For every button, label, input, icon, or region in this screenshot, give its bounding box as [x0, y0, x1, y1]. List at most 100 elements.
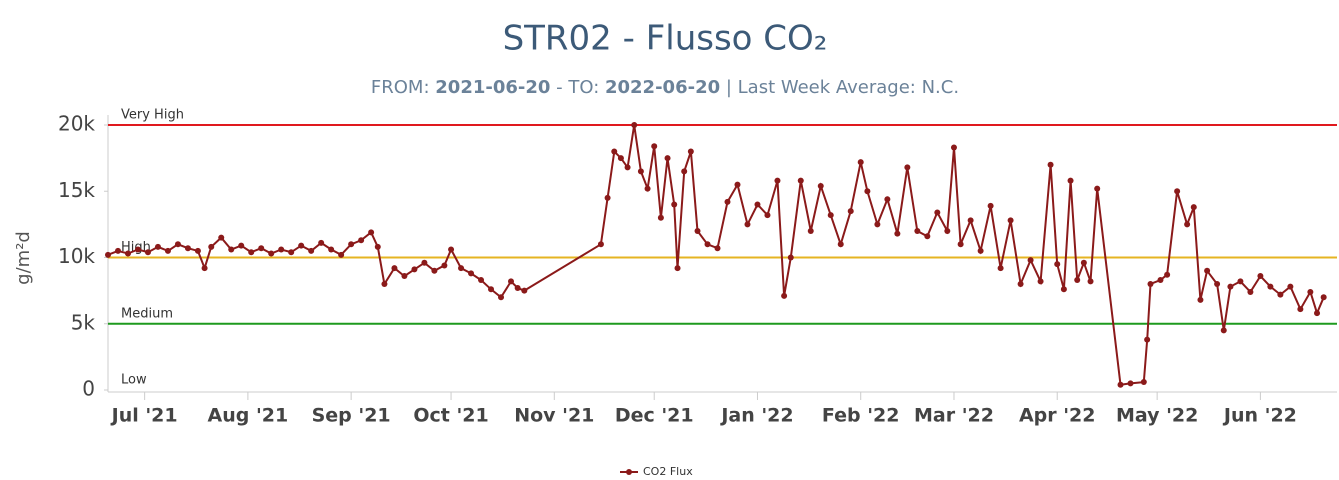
x-tick-label: Mar '22: [914, 405, 994, 427]
y-tick-label: 20k: [58, 112, 95, 136]
data-point: [328, 246, 335, 253]
subtitle-part: FROM:: [371, 77, 435, 98]
data-point: [787, 254, 794, 261]
legend-marker: [626, 469, 632, 475]
data-point: [508, 278, 515, 285]
x-tick-label: Jun '22: [1222, 405, 1297, 427]
data-point: [644, 185, 651, 192]
data-point: [934, 209, 941, 216]
data-point: [651, 143, 658, 150]
data-point: [308, 247, 315, 254]
data-point: [637, 168, 644, 175]
data-point: [401, 273, 408, 280]
data-point: [498, 294, 505, 301]
chart-title: STR02 - Flusso CO₂: [503, 19, 828, 59]
data-point: [894, 230, 901, 237]
y-tick-label: 10k: [58, 244, 95, 268]
data-point: [391, 265, 398, 272]
x-tick-label: Feb '22: [822, 405, 900, 427]
x-tick-label: May '22: [1116, 405, 1198, 427]
data-point: [1197, 296, 1204, 303]
data-point: [248, 249, 255, 256]
data-point: [1117, 381, 1124, 388]
data-point: [987, 202, 994, 209]
data-point: [1174, 188, 1181, 195]
data-point: [1037, 278, 1044, 285]
data-point: [1017, 281, 1024, 287]
data-point: [924, 233, 931, 240]
data-line: [107, 124, 1325, 386]
data-point: [847, 208, 854, 215]
data-point: [1267, 283, 1274, 290]
subtitle-part: 2021-06-20: [435, 77, 550, 98]
data-point: [114, 247, 121, 254]
data-point: [807, 228, 814, 234]
data-point: [411, 266, 418, 273]
data-point: [184, 245, 191, 252]
data-point: [714, 245, 721, 252]
data-point: [431, 267, 438, 274]
data-point: [734, 181, 741, 188]
data-point: [208, 243, 215, 250]
data-point: [488, 286, 495, 293]
data-point: [1204, 267, 1211, 274]
data-point: [687, 148, 694, 155]
data-point: [164, 247, 171, 254]
data-point: [1007, 217, 1014, 224]
data-point: [724, 198, 731, 205]
data-point: [318, 239, 325, 246]
data-point: [664, 155, 671, 162]
data-point: [1127, 380, 1134, 387]
data-point: [268, 250, 275, 257]
data-point: [1247, 288, 1254, 295]
data-point: [458, 265, 465, 272]
data-point: [348, 241, 355, 248]
data-point: [817, 182, 824, 189]
data-point: [298, 242, 305, 249]
data-point: [421, 259, 428, 266]
data-point: [1164, 271, 1171, 278]
x-tick-label: Sep '21: [312, 405, 391, 427]
data-point: [1054, 261, 1061, 268]
data-point: [597, 241, 604, 248]
x-tick-label: Oct '21: [413, 405, 488, 427]
data-point: [827, 212, 834, 219]
legend-label: CO2 Flux: [643, 465, 693, 478]
data-point: [1047, 161, 1054, 168]
data-point: [837, 241, 844, 248]
data-point: [288, 249, 295, 256]
data-point: [238, 242, 245, 249]
data-point: [744, 221, 751, 228]
data-point: [258, 245, 265, 252]
data-point: [194, 247, 201, 254]
data-point: [105, 251, 111, 258]
data-point: [1184, 221, 1191, 228]
subtitle-part: 2022-06-20: [605, 77, 720, 98]
data-point: [617, 155, 624, 162]
data-point: [374, 243, 381, 250]
data-point: [957, 241, 964, 248]
data-point: [1220, 327, 1227, 334]
data-point: [1257, 273, 1264, 280]
data-point: [704, 241, 711, 248]
data-point: [1237, 278, 1244, 285]
data-point: [358, 237, 365, 244]
data-point: [694, 228, 701, 234]
x-tick-label: Nov '21: [514, 405, 594, 427]
y-tick-label: 15k: [58, 178, 95, 202]
data-point: [278, 246, 285, 253]
threshold-label: Low: [121, 373, 147, 388]
data-point: [950, 144, 957, 151]
data-point: [631, 122, 638, 128]
data-point: [174, 241, 181, 248]
threshold-label: Very High: [121, 108, 184, 123]
data-point: [874, 221, 881, 228]
data-point: [967, 217, 974, 224]
data-point: [1140, 379, 1147, 386]
data-point: [478, 277, 485, 284]
data-point: [624, 164, 631, 171]
data-point: [1060, 286, 1067, 293]
data-point: [218, 234, 225, 241]
x-tick-label: Apr '22: [1019, 405, 1096, 427]
subtitle-part: - TO:: [550, 77, 605, 98]
